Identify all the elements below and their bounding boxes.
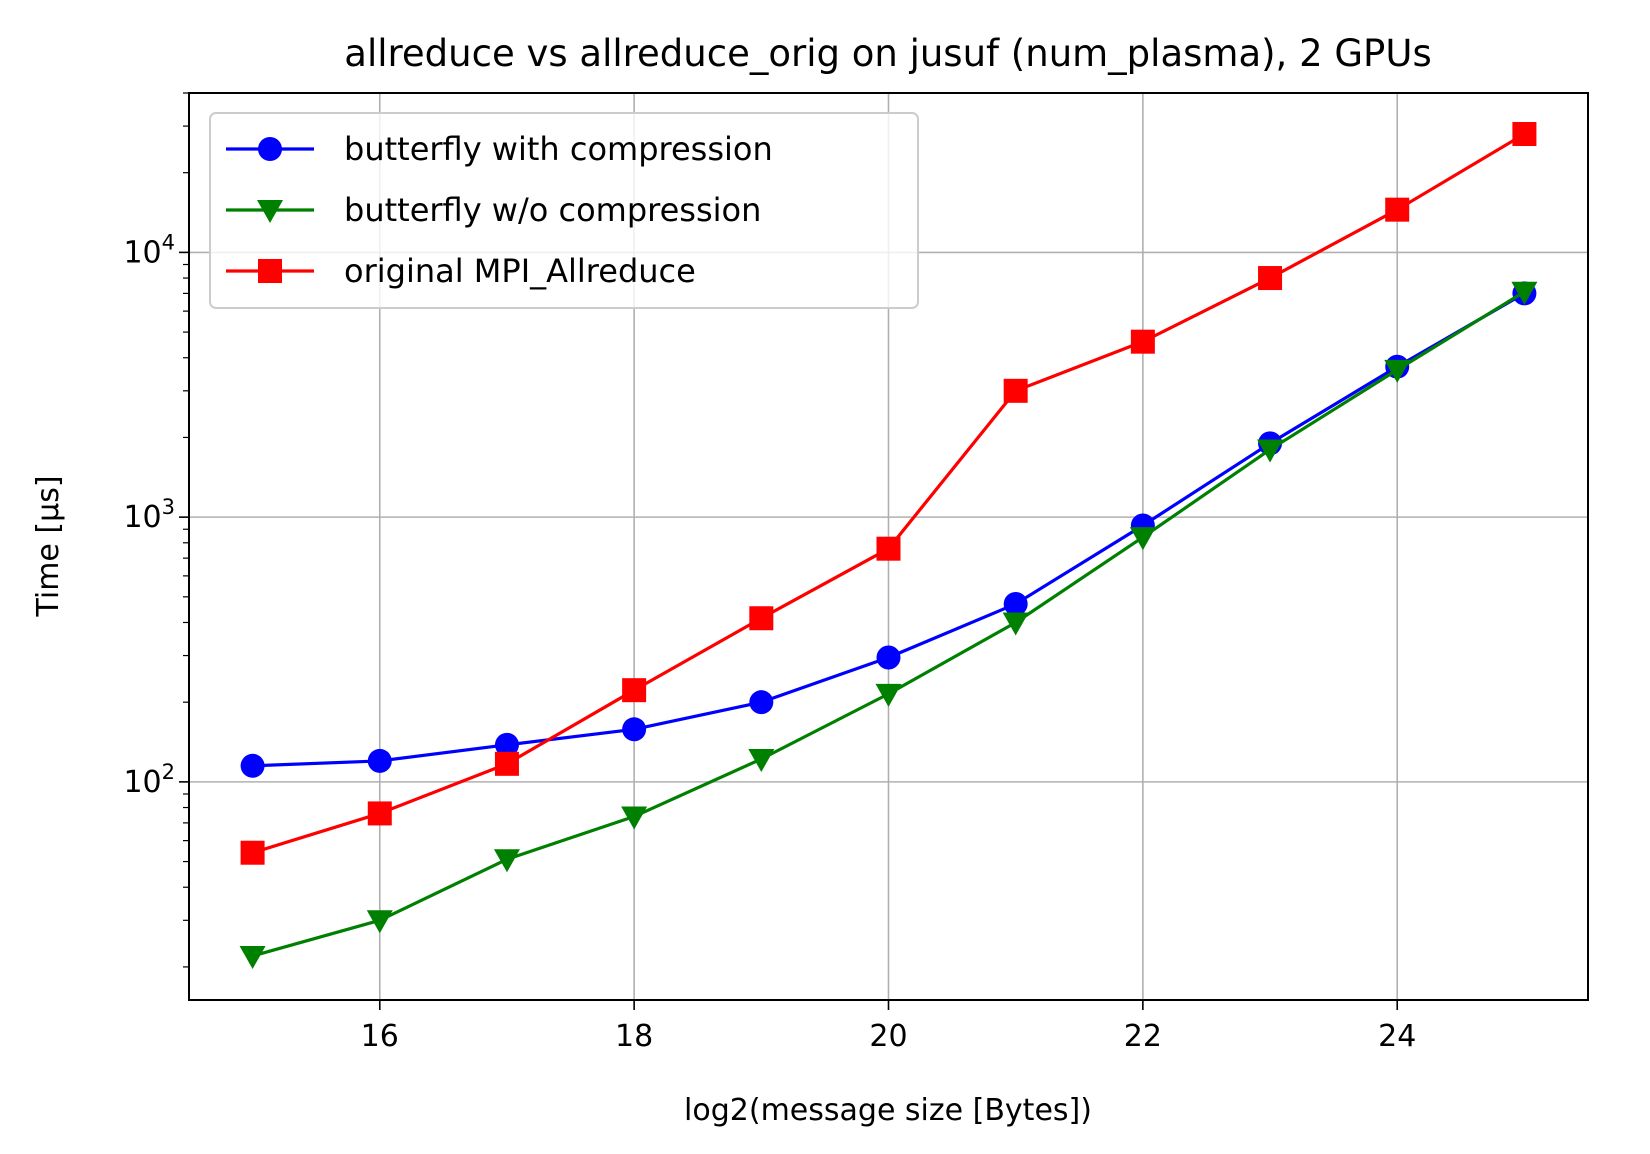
- data-point: [876, 536, 901, 561]
- y-tick-label: 103: [123, 495, 175, 535]
- legend-label: butterfly with compression: [344, 130, 773, 168]
- data-point: [621, 806, 648, 830]
- legend-label: original MPI_Allreduce: [344, 252, 696, 290]
- data-point: [239, 945, 266, 969]
- data-point: [1512, 122, 1537, 147]
- data-point: [257, 200, 283, 223]
- data-point: [494, 751, 519, 776]
- data-point: [494, 732, 519, 757]
- data-point: [240, 840, 265, 865]
- series: [239, 281, 1538, 969]
- legend: butterfly with compression butterfly w/o …: [209, 112, 919, 309]
- data-point: [366, 910, 393, 934]
- data-point: [1384, 359, 1411, 383]
- data-point: [1511, 281, 1538, 305]
- data-point: [876, 645, 901, 670]
- data-point: [1003, 591, 1028, 616]
- legend-box: [209, 112, 919, 309]
- data-point: [1130, 329, 1155, 354]
- x-tick-label: 24: [1378, 1019, 1416, 1054]
- data-point: [875, 683, 902, 707]
- legend-label: butterfly w/o compression: [344, 191, 761, 229]
- data-point: [1002, 612, 1029, 636]
- data-point: [367, 748, 392, 773]
- data-point: [622, 717, 647, 742]
- series: [240, 122, 1537, 865]
- data-point: [1129, 527, 1156, 551]
- chart-title: allreduce vs allreduce_orig on jusuf (nu…: [344, 32, 1431, 75]
- y-tick-label: 104: [123, 230, 175, 270]
- x-tick-label: 22: [1124, 1019, 1162, 1054]
- data-point: [749, 606, 774, 631]
- x-tick-label: 18: [615, 1019, 653, 1054]
- data-point: [748, 749, 775, 773]
- data-point: [1385, 197, 1410, 222]
- x-tick-label: 16: [361, 1019, 399, 1054]
- x-tick-label: 20: [869, 1019, 907, 1054]
- axis-ticks: 16 18 20 22 24 102 103 104: [123, 92, 1416, 1054]
- data-point: [493, 849, 520, 873]
- series-layer: [239, 122, 1538, 969]
- data-point: [1003, 378, 1028, 403]
- data-point: [258, 137, 282, 161]
- y-axis-label: Time [µs]: [31, 475, 66, 617]
- data-point: [622, 678, 647, 703]
- data-point: [1257, 439, 1284, 463]
- data-point: [367, 801, 392, 826]
- x-axis-label: log2(message size [Bytes]): [684, 1093, 1092, 1128]
- data-point: [240, 753, 265, 778]
- data-point: [749, 690, 774, 715]
- y-tick-label: 102: [123, 760, 175, 800]
- data-point: [258, 259, 282, 283]
- data-point: [1258, 266, 1283, 291]
